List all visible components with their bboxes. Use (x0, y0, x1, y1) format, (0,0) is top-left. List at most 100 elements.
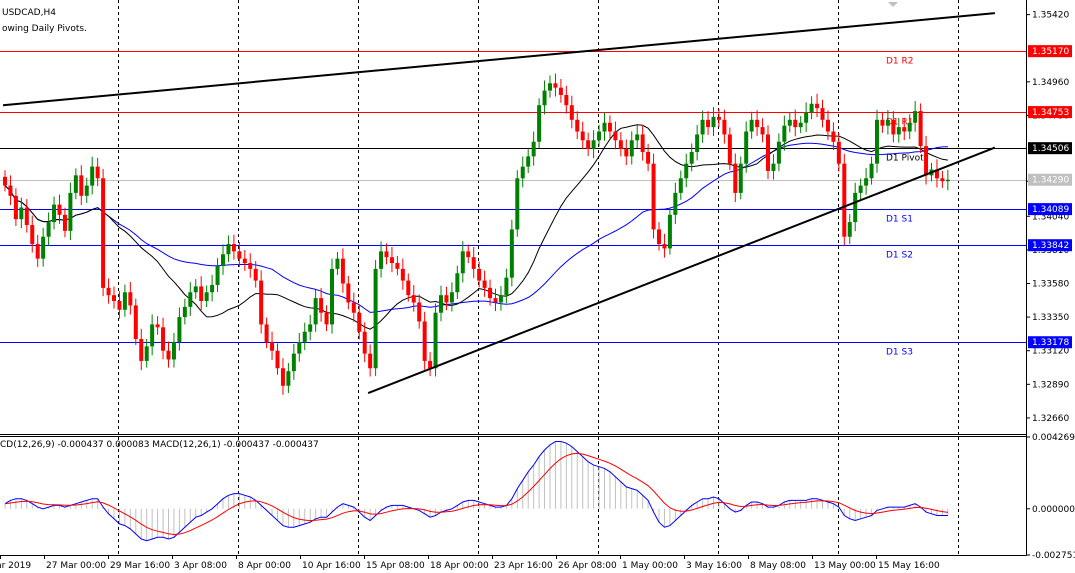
candle-body (695, 134, 700, 152)
candle-body (597, 131, 602, 141)
candle-body (417, 302, 422, 322)
candle-body (330, 268, 334, 325)
candle (537, 98, 542, 148)
candle-body (498, 295, 503, 303)
candle-body (836, 141, 841, 164)
candle-body (766, 134, 770, 171)
candle-body (586, 140, 591, 150)
price-tick-label: 1.32660 (1032, 414, 1069, 424)
candle (858, 178, 863, 200)
candle-body (122, 292, 127, 310)
candle-body (678, 178, 683, 193)
candle-body (755, 119, 760, 128)
candle-body (809, 103, 814, 113)
candle (166, 341, 171, 368)
candle-body (558, 87, 563, 95)
candle-body (940, 178, 945, 182)
candle (667, 208, 672, 255)
candle (771, 154, 776, 180)
candle (57, 194, 62, 224)
candle (760, 118, 765, 143)
candle (864, 168, 869, 195)
candle (471, 246, 476, 279)
candle-body (171, 341, 176, 360)
candle (368, 344, 373, 377)
candle-body (738, 163, 743, 193)
candle-body (482, 280, 487, 288)
candle-body (46, 222, 51, 237)
price-badge-label: 1.33178 (1032, 338, 1069, 348)
candle (509, 219, 514, 287)
candle (231, 234, 236, 260)
candle (553, 73, 558, 97)
candle-body (264, 324, 269, 342)
candle-body (548, 83, 552, 91)
candle (193, 279, 198, 299)
candle (319, 288, 324, 322)
candle (542, 80, 547, 115)
candle (79, 165, 84, 205)
candle (242, 250, 247, 271)
candle-body (444, 295, 449, 303)
candle-body (433, 312, 438, 369)
candle (853, 182, 858, 232)
candle-body (35, 244, 40, 259)
candle (335, 251, 340, 275)
candle-body (177, 317, 182, 342)
candle (744, 121, 749, 173)
ma-fast-line (4, 124, 948, 330)
candle (144, 338, 149, 368)
trendlines[interactable] (2, 12, 996, 395)
candle (139, 328, 144, 371)
candle (95, 157, 100, 187)
candle (804, 102, 809, 132)
candle (46, 212, 51, 246)
time-tick-label: 29 Mar 16:00 (110, 561, 170, 571)
candle-body (400, 268, 405, 281)
candle-body (673, 192, 678, 215)
candle (428, 352, 433, 377)
candle (569, 95, 574, 129)
candle (825, 110, 830, 141)
candle-body (945, 179, 950, 182)
time-tick-label: 22 Mar 2019 (0, 561, 31, 571)
candle (662, 233, 667, 258)
price-badge (1028, 45, 1072, 58)
candle (73, 168, 78, 200)
candle (340, 248, 345, 293)
candle (847, 214, 852, 244)
candle (264, 317, 269, 349)
candle (706, 111, 711, 135)
candle-body (193, 286, 198, 293)
candle (493, 288, 498, 312)
candle (161, 317, 166, 360)
candle (869, 156, 874, 185)
candle-body (744, 131, 749, 164)
pivot-lines: D1 R2 D1 R1 D1 Pivot D1 S1 D1 S2 D1 S3 (0, 51, 1026, 358)
candle (766, 125, 770, 180)
candle-body (101, 178, 106, 288)
candle-body (291, 353, 296, 372)
candle (395, 256, 400, 276)
candle-body (144, 346, 149, 361)
candle-body (24, 207, 29, 226)
candle (646, 143, 651, 172)
candle (346, 275, 351, 310)
candle-body (607, 122, 612, 132)
candle (689, 143, 694, 172)
candle-body (842, 163, 847, 237)
price-tick-label: 1.33580 (1032, 279, 1069, 289)
price-badge-label: 1.34753 (1032, 108, 1069, 118)
candle-body (858, 185, 863, 193)
candle-body (613, 131, 618, 141)
candle (798, 116, 803, 134)
chart-shift-marker[interactable] (888, 2, 898, 7)
candle (776, 133, 781, 172)
candle-body (618, 140, 623, 150)
macd-tick-label: 0.000000 (1032, 505, 1075, 515)
candle (831, 122, 836, 150)
time-axis: 22 Mar 2019 27 Mar 00:00 29 Mar 16:00 3 Apr… (0, 555, 940, 571)
candle-body (542, 90, 547, 106)
candle (400, 258, 405, 290)
